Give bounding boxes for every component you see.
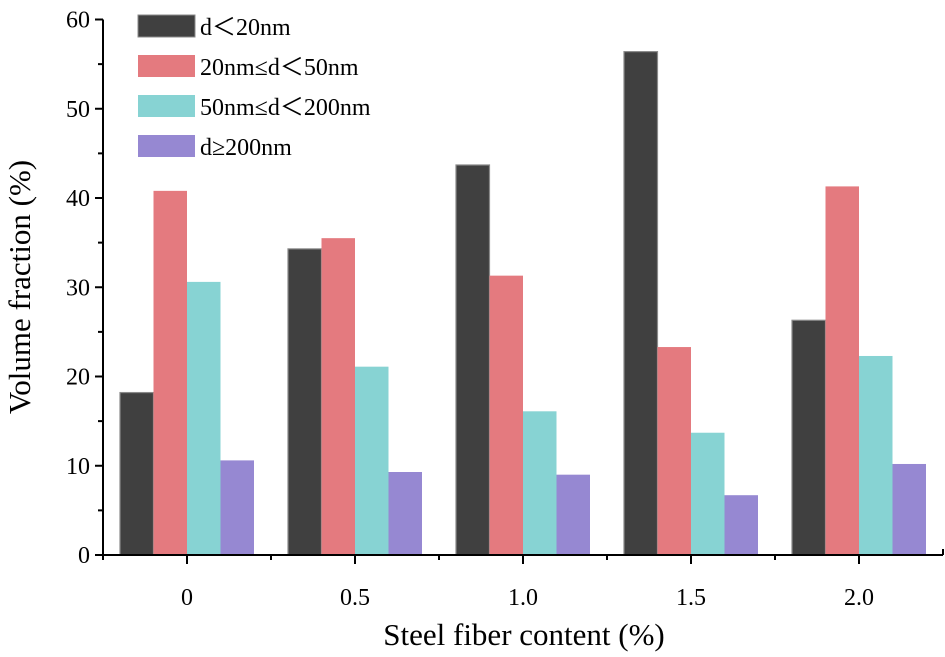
y-tick-label: 60 — [66, 8, 90, 34]
legend-swatch-4 — [138, 135, 195, 157]
x-tick-label: 0.5 — [340, 585, 370, 611]
legend-label-2: 20nm≤d＜50nm — [200, 55, 359, 81]
bar-2-2_0 — [825, 186, 859, 555]
y-tick-label: 0 — [78, 543, 90, 569]
x-tick-label: 1.5 — [676, 585, 706, 611]
legend-swatch-2 — [138, 55, 195, 77]
y-tick-label: 40 — [66, 186, 90, 212]
bar-1-1_5 — [623, 51, 659, 556]
y-tick-label: 30 — [66, 275, 90, 301]
legend-label-4: d≥200nm — [200, 135, 292, 161]
legend-swatch-1 — [137, 14, 196, 38]
tick-labels-layer: 0 10 20 30 40 50 60 0 0.5 1.0 1.5 2.0 — [66, 8, 874, 612]
bar-4-0 — [220, 460, 254, 555]
bar-1-0 — [119, 391, 155, 556]
legend-label-3: 50nm≤d＜200nm — [200, 95, 371, 121]
bar-1-2_0 — [791, 319, 827, 556]
bar-4-2_0 — [892, 463, 926, 555]
legend: d＜20nm 20nm≤d＜50nm 50nm≤d＜200nm d≥200nm — [137, 14, 371, 161]
legend-label-1: d＜20nm — [200, 15, 291, 41]
x-tick-label: 1.0 — [508, 585, 538, 611]
bar-3-1_0 — [523, 411, 557, 555]
axes-layer — [95, 18, 944, 564]
x-tick-label: 2.0 — [844, 585, 874, 611]
bar-1-1_0 — [455, 164, 491, 556]
bar-4-0_5 — [388, 472, 422, 555]
bar-2-0 — [153, 190, 187, 556]
x-tick-label: 0 — [181, 585, 193, 611]
bar-3-1_5 — [691, 432, 725, 555]
bar-4-1_0 — [556, 474, 590, 555]
bar-4-1_5 — [724, 495, 758, 555]
bar-2-1_0 — [489, 275, 523, 555]
y-tick-label: 50 — [66, 97, 90, 123]
bar-1-0_5 — [287, 248, 323, 556]
y-tick-label: 20 — [66, 365, 90, 391]
bars-layer — [119, 51, 926, 556]
bar-2-1_5 — [657, 347, 691, 555]
y-tick-label: 10 — [66, 454, 90, 480]
bar-3-0_5 — [355, 366, 389, 555]
legend-swatch-3 — [138, 95, 195, 117]
y-axis-title: Volume fraction (%) — [2, 160, 37, 414]
bar-3-0 — [187, 281, 221, 555]
bar-2-0_5 — [321, 238, 355, 555]
x-axis-title: Steel fiber content (%) — [383, 617, 664, 652]
bar-3-2_0 — [859, 355, 893, 555]
